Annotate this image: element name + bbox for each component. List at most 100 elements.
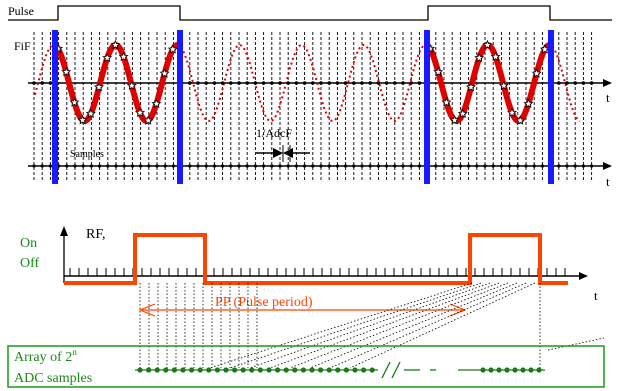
axis-bead xyxy=(89,164,93,168)
array-dot xyxy=(343,367,349,373)
axis-bead xyxy=(229,164,233,168)
axis-bead xyxy=(458,164,462,168)
t-label-2: t xyxy=(606,174,610,189)
axis-bead xyxy=(294,164,298,168)
axis-bead xyxy=(311,164,315,168)
projection-line xyxy=(547,337,605,351)
sample-star xyxy=(531,68,542,78)
pulse-label: Pulse xyxy=(8,4,34,18)
axis-bead xyxy=(188,81,192,85)
time-axis-1-arrow xyxy=(603,79,612,87)
axis-bead xyxy=(286,164,290,168)
axis-bead xyxy=(573,81,577,85)
sample-star xyxy=(151,98,162,108)
axis-bead xyxy=(417,164,421,168)
pp-label: PP (Pulse period) xyxy=(215,295,313,310)
array-dot xyxy=(520,367,526,373)
axis-bead xyxy=(196,81,200,85)
axis-bead xyxy=(475,164,479,168)
array-dot xyxy=(257,367,263,373)
array-dot xyxy=(352,367,358,373)
sample-star xyxy=(167,44,178,54)
array-dot xyxy=(154,367,160,373)
array-sample-dots xyxy=(137,367,542,373)
axis-bead xyxy=(557,164,561,168)
array-dot xyxy=(480,367,486,373)
sample-star xyxy=(515,115,526,125)
rf-pulse-waveform xyxy=(64,233,568,285)
axis-bead xyxy=(221,164,225,168)
projection-line xyxy=(349,282,536,369)
sample-star xyxy=(61,66,72,77)
array-dot xyxy=(189,367,195,373)
axis-bead xyxy=(565,164,569,168)
axis-bead xyxy=(270,81,274,85)
time-axis-2-arrow xyxy=(603,162,612,170)
rf-time-axis-arrow xyxy=(579,272,588,280)
sample-star xyxy=(159,68,170,78)
array-label-superscript: n xyxy=(72,347,77,357)
axis-bead xyxy=(516,164,520,168)
array-dot xyxy=(318,367,324,373)
axis-bead xyxy=(237,164,241,168)
axis-bead xyxy=(32,164,36,168)
axis-bead xyxy=(73,164,77,168)
axis-bead xyxy=(245,164,249,168)
axis-bead xyxy=(384,81,389,85)
axis-bead xyxy=(442,164,446,168)
axis-bead xyxy=(270,164,274,168)
axis-bead xyxy=(409,164,413,168)
axis-bead xyxy=(573,164,577,168)
axis-bead xyxy=(106,164,110,168)
axis-bead xyxy=(565,81,569,85)
sample-star xyxy=(433,66,444,77)
axis-bead xyxy=(540,164,545,168)
axis-bead xyxy=(532,164,536,168)
array-dot xyxy=(292,367,298,373)
t-label-3: t xyxy=(594,288,598,303)
array-dot xyxy=(300,367,306,373)
projection-line xyxy=(249,282,491,369)
on-label: On xyxy=(20,236,37,251)
axis-bead xyxy=(253,81,258,85)
array-dot xyxy=(488,367,494,373)
array-dot xyxy=(266,367,272,373)
array-dot xyxy=(536,367,542,373)
axis-bead xyxy=(204,164,208,168)
axis-bead xyxy=(393,81,397,85)
sample-star xyxy=(449,114,460,125)
axis-bead xyxy=(589,81,594,85)
axis-bead xyxy=(344,164,348,168)
axis-bead xyxy=(311,81,315,85)
array-dot xyxy=(223,367,229,373)
axis-bead xyxy=(32,81,36,85)
rf-vertical-axis-arrow xyxy=(60,226,68,236)
projection-line xyxy=(229,282,482,369)
sample-star xyxy=(498,80,509,90)
axis-bead xyxy=(40,81,44,85)
axis-bead xyxy=(401,164,405,168)
axis-bead xyxy=(278,81,282,85)
axis-bead xyxy=(98,164,102,168)
axis-bead xyxy=(261,81,266,85)
sample-star xyxy=(143,115,154,125)
axis-bead xyxy=(196,164,200,168)
axis-bead xyxy=(393,164,397,168)
axis-bead xyxy=(417,81,422,85)
axis-bead xyxy=(590,164,594,168)
projection-line xyxy=(309,282,518,369)
array-dot xyxy=(197,367,203,373)
axis-bead xyxy=(376,81,381,85)
axis-bead xyxy=(368,164,372,168)
array-dot xyxy=(326,367,332,373)
sample-star xyxy=(77,114,88,125)
sample-star xyxy=(539,44,550,54)
axis-bead xyxy=(139,164,143,168)
axis-bead xyxy=(122,164,126,168)
axis-bead xyxy=(434,164,438,168)
axis-bead xyxy=(303,164,307,168)
axis-bead xyxy=(491,164,495,168)
blue-marker-2 xyxy=(177,30,183,184)
array-dot xyxy=(206,367,212,373)
fif-label: FiF xyxy=(14,39,31,53)
